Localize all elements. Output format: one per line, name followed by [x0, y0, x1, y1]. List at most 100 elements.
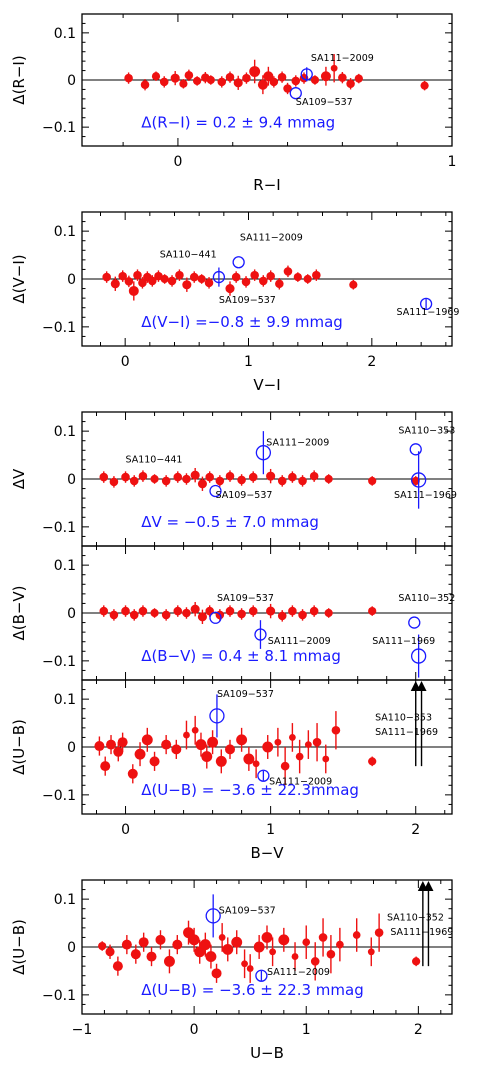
outlier-point	[300, 68, 313, 81]
data-point	[189, 272, 199, 282]
stat-text: Δ(U−B) = −3.6 ± 22.3mmag	[141, 781, 359, 799]
data-point	[171, 744, 182, 755]
stat-text: Δ(R−I) = 0.2 ± 9.4 mmag	[141, 113, 335, 131]
outlier-point	[419, 297, 433, 311]
data-point	[100, 761, 111, 772]
data-point	[266, 271, 275, 281]
data-point	[243, 753, 255, 765]
data-point	[182, 474, 191, 484]
star-annotation: SA110−352	[398, 593, 455, 604]
y-tick-label: −0.1	[42, 988, 76, 1004]
outlier-point	[254, 628, 267, 641]
data-point	[257, 79, 268, 90]
data-point	[269, 77, 279, 87]
x-axis-title: B−V	[250, 844, 284, 862]
data-point	[182, 280, 192, 290]
stat-text: ΔV = −0.5 ± 7.0 mmag	[141, 513, 319, 531]
data-point	[138, 937, 149, 948]
panel-p4: 0.1 0 −0.1 Δ(B−V) SA109−537 SA111−2009 SA110−3…	[10, 545, 455, 681]
data-point	[150, 474, 159, 484]
y-tick-label: 0	[67, 606, 76, 622]
outlier-point	[408, 616, 421, 629]
y-tick-label: −0.1	[42, 120, 76, 136]
x-tick-label: 2	[367, 354, 376, 370]
data-point	[262, 741, 274, 753]
data-point	[225, 744, 235, 755]
x-axis-title: U−B	[250, 1044, 284, 1062]
star-annotation: SA110−353	[398, 426, 455, 437]
data-point	[288, 734, 296, 741]
data-point	[324, 608, 333, 618]
y-tick-label: 0.1	[54, 424, 76, 440]
outlier-point	[209, 611, 222, 624]
data-point	[302, 938, 311, 947]
data-point	[266, 606, 276, 616]
data-point	[148, 276, 157, 286]
data-point	[218, 934, 226, 941]
data-point	[225, 471, 235, 481]
data-point	[129, 610, 139, 620]
data-point	[167, 276, 177, 286]
y-tick-label: 0.1	[54, 558, 76, 574]
data-point	[248, 472, 258, 482]
data-point	[197, 612, 207, 622]
data-point	[336, 940, 344, 949]
outlier-point	[232, 256, 245, 269]
data-point	[105, 947, 115, 957]
data-point	[141, 734, 153, 746]
y-tick-label: 0	[67, 272, 76, 288]
data-point	[109, 477, 119, 487]
data-point	[275, 279, 284, 289]
data-point	[215, 755, 227, 767]
data-point	[354, 74, 363, 83]
panel-p6: 0.1 0 −0.1 −1 0 1 2 U−B Δ(U−B) SA109−537 SA111−200…	[10, 879, 453, 1062]
outlier-point	[205, 908, 221, 924]
data-point	[204, 278, 214, 288]
y-tick-label: 0.1	[54, 892, 76, 908]
data-point	[206, 75, 215, 85]
data-point	[217, 77, 227, 87]
data-point	[233, 78, 243, 88]
data-point	[134, 748, 146, 760]
star-annotation: SA110−352	[387, 913, 444, 924]
star-annotation: SA111−2009	[240, 233, 303, 244]
data-point	[190, 470, 200, 480]
star-annotation: SA111−2009	[267, 967, 330, 978]
y-tick-label: 0	[67, 472, 76, 488]
x-tick-label: 1	[244, 354, 253, 370]
data-point	[330, 64, 338, 72]
data-point	[310, 75, 320, 85]
data-point	[193, 76, 202, 86]
y-tick-label: 0.1	[54, 224, 76, 240]
data-point	[310, 957, 320, 966]
star-annotation: SA111−1969	[390, 927, 453, 938]
data-point	[248, 606, 258, 616]
data-point	[318, 933, 328, 942]
data-point	[420, 81, 429, 90]
x-tick-label: 1	[302, 1022, 311, 1038]
data-point	[283, 84, 292, 93]
data-point	[191, 726, 199, 734]
y-axis-title: Δ(V−I)	[10, 254, 28, 303]
data-point	[320, 71, 331, 82]
data-point	[269, 948, 277, 956]
y-tick-label: −0.1	[42, 320, 76, 336]
outlier-point	[289, 87, 302, 100]
star-annotation: SA111−1969	[375, 727, 438, 738]
star-annotation: SA110−353	[375, 713, 432, 724]
data-point	[298, 476, 307, 486]
data-point	[124, 277, 134, 286]
x-tick-label: 0	[121, 354, 130, 370]
data-point	[188, 934, 200, 946]
data-point	[159, 77, 169, 87]
data-point	[303, 274, 312, 284]
data-point	[225, 284, 235, 294]
data-point	[118, 271, 127, 281]
data-point	[236, 734, 248, 746]
stat-text: Δ(V−I) =−0.8 ± 9.9 mmag	[141, 313, 343, 331]
star-annotation: SA111−1969	[394, 490, 457, 501]
data-point	[291, 76, 301, 86]
data-point	[102, 272, 111, 282]
star-annotation: SA110−441	[160, 249, 217, 260]
x-tick-label: 0	[173, 154, 182, 170]
